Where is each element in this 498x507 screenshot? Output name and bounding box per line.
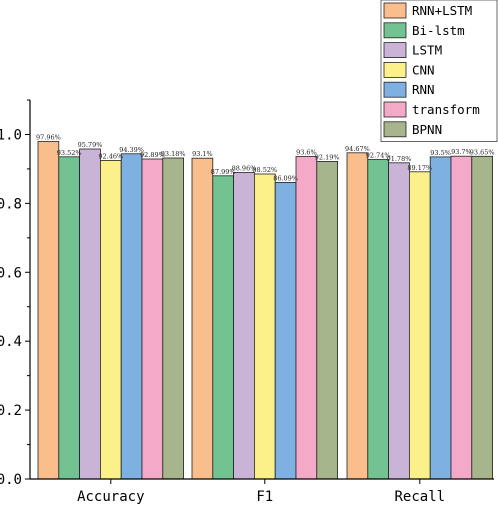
bars-layer: [37, 141, 493, 480]
bar-bi-lstm-f1: [212, 175, 235, 480]
data-label: 93.5%: [430, 149, 451, 157]
legend-swatch: [383, 101, 407, 118]
data-label: 93.7%: [451, 148, 472, 156]
data-label: 94.39%: [119, 146, 144, 154]
legend-label: LSTM: [412, 43, 442, 58]
data-label: 87.99%: [211, 168, 236, 176]
legend-label: CNN: [412, 62, 435, 77]
bar-transform-f1: [295, 156, 318, 480]
bar-rnn-accuracy: [120, 153, 143, 480]
x-tick-label: F1: [256, 489, 273, 505]
y-tick-label: 0.6: [0, 265, 22, 281]
data-label: 92.19%: [315, 153, 340, 161]
bar-bi-lstm-recall: [367, 159, 389, 480]
bar-bpnn-recall: [471, 155, 493, 480]
bar-transform-recall: [450, 155, 473, 480]
bar-rnn-lstm-f1: [191, 157, 214, 480]
legend-swatch: [383, 121, 407, 138]
y-tick-label: 1.0: [0, 127, 22, 143]
y-tick-label: 0.8: [0, 196, 22, 212]
data-label: 86.09%: [273, 174, 298, 182]
bar-rnn-recall: [429, 156, 452, 480]
legend: RNN+LSTM Bi-lstm LSTM CNN RNN transform BPNN: [380, 0, 498, 143]
bar-rnn-f1: [274, 181, 297, 480]
bar-bpnn-f1: [316, 160, 338, 480]
data-label: 97.96%: [36, 134, 61, 142]
legend-swatch: [383, 42, 407, 58]
data-label: 93.52%: [57, 149, 82, 157]
bar-lstm-recall: [388, 162, 410, 480]
x-tick-label: Accuracy: [77, 489, 144, 505]
x-tick-label: Recall: [395, 489, 446, 505]
data-label: 92.89%: [140, 151, 165, 159]
data-label: 93.6%: [296, 149, 317, 157]
bar-rnn-lstm-accuracy: [37, 141, 60, 480]
bar-cnn-f1: [253, 173, 276, 480]
bar-cnn-accuracy: [100, 159, 122, 480]
axes-layer: 0.0 0.2 0.4 0.6 0.8 1.0 Accuracy F1 Recall: [0, 99, 494, 505]
data-label: 94.67%: [345, 145, 370, 153]
bar-bi-lstm-accuracy: [58, 156, 80, 480]
data-label: 88.52%: [252, 166, 277, 174]
legend-swatch: [383, 81, 407, 98]
data-label: 93.18%: [161, 150, 186, 158]
data-label: 95.79%: [78, 141, 103, 149]
data-labels-layer: 97.96%93.52%95.79%92.46%94.39%92.89%93.1…: [36, 134, 495, 183]
bar-lstm-accuracy: [79, 148, 101, 480]
data-label: 91.78%: [387, 155, 412, 163]
bar-transform-accuracy: [141, 158, 164, 480]
data-label: 89.17%: [407, 164, 432, 172]
data-label: 93.65%: [470, 148, 495, 156]
legend-label: BPNN: [412, 122, 442, 137]
legend-swatch: [383, 22, 407, 39]
y-tick-label: 0.2: [0, 403, 22, 419]
legend-label: transform: [412, 102, 480, 117]
bar-cnn-recall: [408, 171, 431, 480]
legend-label: RNN+LSTM: [412, 3, 472, 18]
bar-lstm-f1: [233, 172, 255, 480]
legend-swatch: [383, 62, 407, 78]
bar-bpnn-accuracy: [162, 157, 185, 480]
y-tick-label: 0.0: [0, 472, 22, 488]
legend-swatch: [383, 2, 407, 19]
bar-rnn-lstm-recall: [346, 152, 369, 480]
legend-label: RNN: [412, 82, 435, 97]
data-label: 92.74%: [366, 152, 391, 160]
data-label: 88.96%: [232, 165, 257, 173]
legend-label: Bi-lstm: [412, 23, 465, 38]
data-label: 93.1%: [192, 150, 213, 158]
data-label: 92.46%: [98, 152, 123, 160]
y-tick-label: 0.4: [0, 334, 22, 350]
